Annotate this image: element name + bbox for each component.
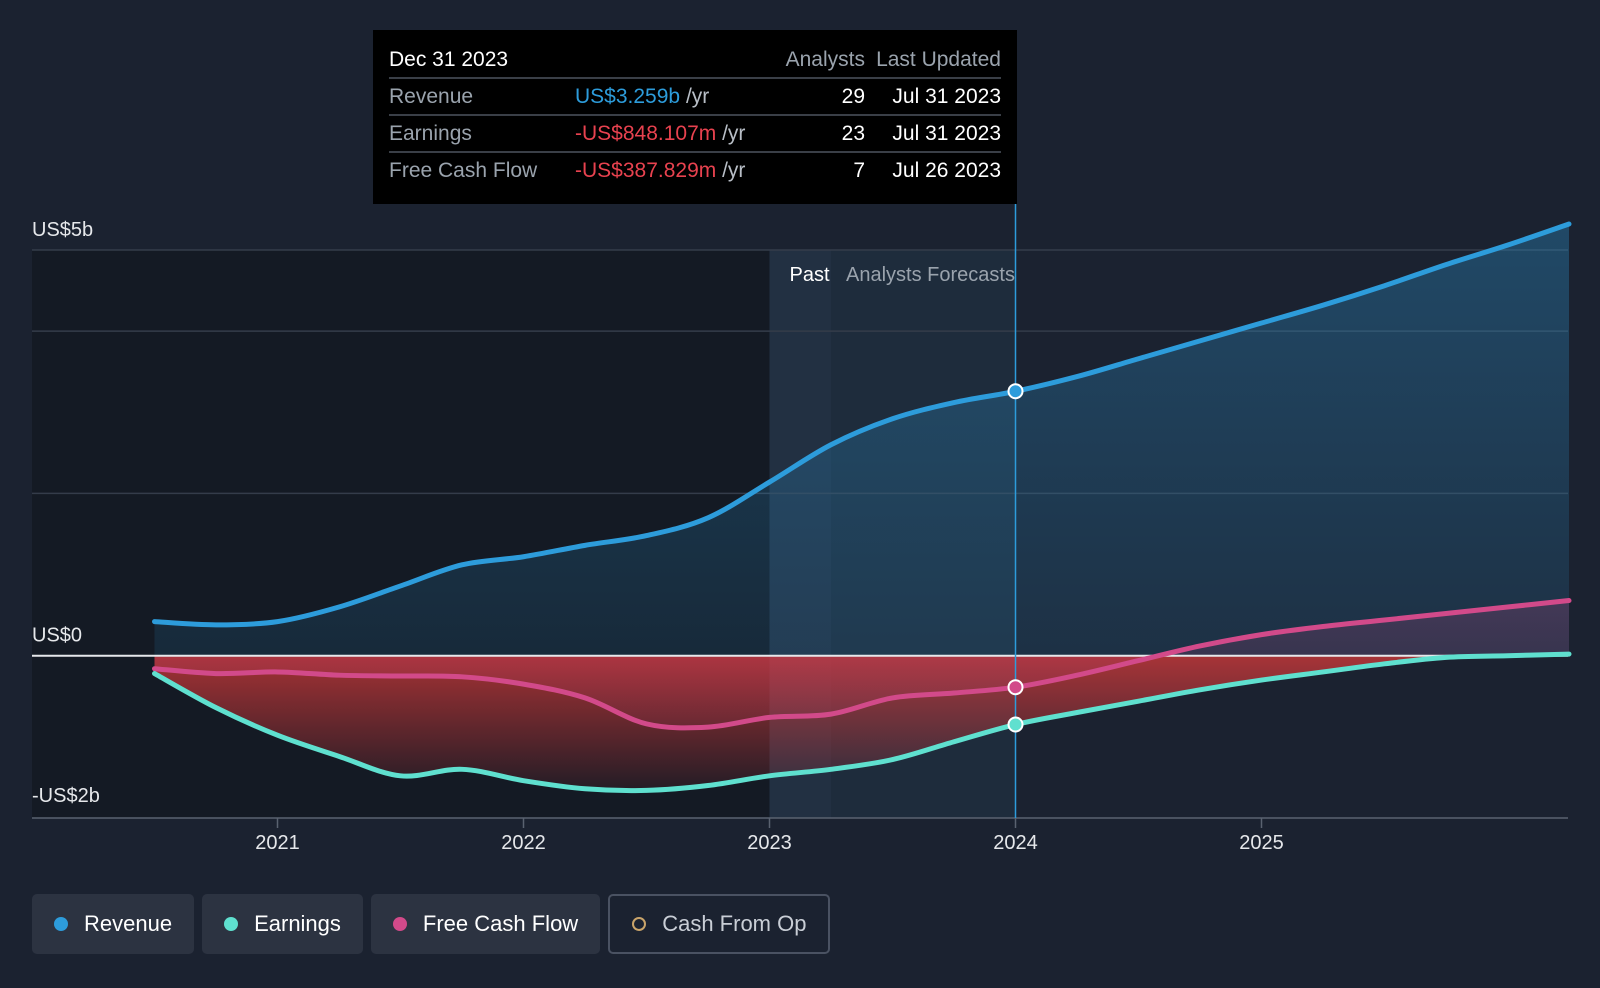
tooltip-row: Free Cash Flow -US$387.829m /yr 7 Jul 26 20… (389, 153, 1001, 188)
x-tick-label: 2021 (255, 832, 300, 854)
tooltip-row-updated: Jul 31 2023 (892, 121, 1001, 145)
tooltip-row-value-cell: -US$387.829m /yr (575, 159, 775, 183)
x-tick-label: 2022 (501, 832, 546, 854)
tooltip-row-value-cell: US$3.259b /yr (575, 85, 775, 109)
tooltip-header: Dec 31 2023 Analysts Last Updated (389, 42, 1001, 79)
tooltip-row-unit: /yr (685, 84, 710, 108)
series-marker (1007, 383, 1024, 400)
legend-item-free-cash-flow[interactable]: Free Cash Flow (370, 894, 601, 954)
legend-dot-icon (54, 917, 68, 931)
legend-label: Earnings (254, 911, 341, 936)
series-marker (1007, 716, 1024, 733)
legend-dot-icon (632, 917, 647, 931)
legend-dot-icon (224, 917, 239, 931)
legend-label: Revenue (84, 911, 173, 936)
tooltip-row: Revenue US$3.259b /yr 29 Jul 31 2023 (389, 79, 1001, 116)
legend-label: Free Cash Flow (422, 911, 579, 936)
tooltip-row-updated: Jul 26 2023 (892, 158, 1001, 182)
tooltip-analysts-header: Analysts (785, 47, 865, 71)
legend-item-revenue[interactable]: Revenue (32, 894, 195, 954)
tooltip-row-analysts: 7 (853, 158, 865, 182)
y-tick-label: US$5b (32, 219, 93, 241)
tooltip-row-label: Revenue (389, 84, 474, 108)
revenue-area (154, 224, 1569, 656)
legend-dot-icon (392, 917, 407, 931)
past-label: Past (789, 264, 829, 286)
tooltip-updated-header: Last Updated (876, 47, 1001, 71)
tooltip-row-analysts: 29 (841, 84, 865, 108)
y-tick-label: -US$2b (32, 785, 100, 807)
tooltip-date: Dec 31 2023 (389, 47, 509, 71)
legend: Revenue Earnings Free Cash Flow Cash From O… (32, 894, 831, 954)
series-line-free-cash-flow (152, 598, 1572, 731)
tooltip-row-unit: /yr (722, 158, 746, 182)
tooltip-row-value: US$3.259b (575, 84, 681, 108)
data-tooltip: Dec 31 2023 Analysts Last Updated Revenu… (373, 30, 1017, 204)
fcf-area (154, 600, 1569, 728)
earnings-negative-area (154, 654, 1569, 791)
x-tick-label: 2024 (993, 832, 1038, 854)
tooltip-row-unit: /yr (722, 121, 746, 145)
tooltip-row-value: -US$387.829m (575, 158, 717, 182)
series-line-revenue (152, 221, 1572, 628)
tooltip-row-label: Earnings (389, 121, 472, 145)
series-line-earnings (152, 651, 1572, 794)
tooltip-row-label: Free Cash Flow (389, 158, 538, 182)
x-tick-label: 2023 (747, 832, 792, 854)
tooltip-row-value-cell: -US$848.107m /yr (575, 122, 775, 146)
x-tick-label: 2025 (1239, 832, 1284, 854)
tooltip-row-analysts: 23 (841, 121, 865, 145)
legend-item-earnings[interactable]: Earnings (202, 894, 363, 954)
y-tick-label: US$0 (32, 625, 82, 647)
tooltip-row: Earnings -US$848.107m /yr 23 Jul 31 2023 (389, 116, 1001, 153)
tooltip-row-updated: Jul 31 2023 (892, 84, 1001, 108)
forecast-label: Analysts Forecasts (846, 264, 1015, 286)
legend-label: Cash From Op (662, 911, 807, 936)
tooltip-row-value: -US$848.107m (575, 121, 717, 145)
series-marker (1007, 679, 1024, 696)
legend-item-cash-from-op[interactable]: Cash From Op (608, 894, 831, 954)
